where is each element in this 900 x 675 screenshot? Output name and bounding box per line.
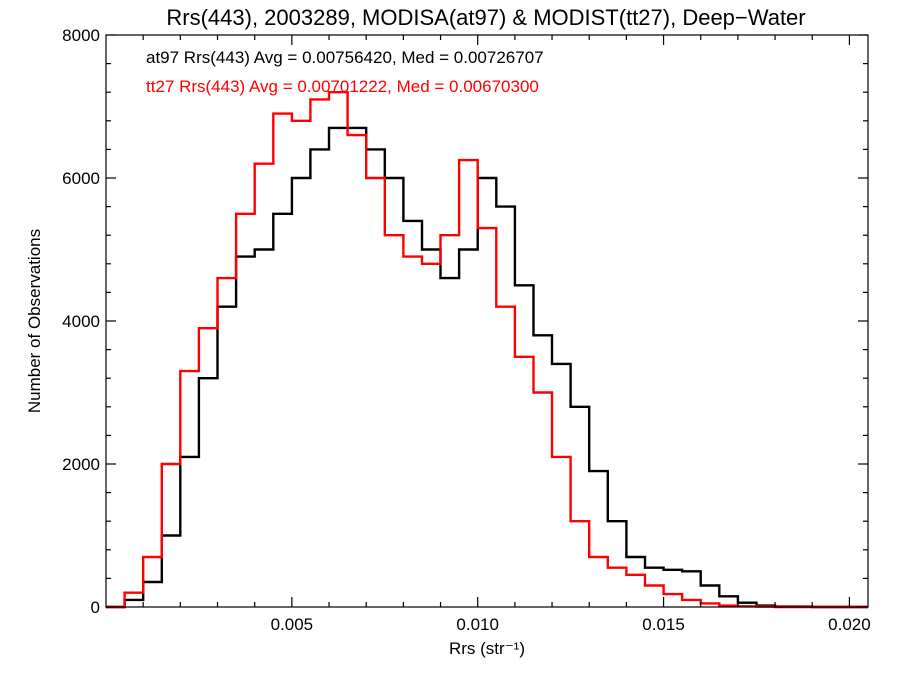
series-layer bbox=[106, 91, 868, 609]
plot-frame bbox=[105, 34, 869, 608]
x-axis-label: Rrs (str⁻¹) bbox=[449, 639, 525, 658]
y-axis-label: Number of Observations bbox=[25, 229, 44, 413]
y-tick-label: 8000 bbox=[62, 26, 100, 45]
x-tick-label: 0.015 bbox=[642, 615, 685, 634]
y-tick-label: 2000 bbox=[62, 455, 100, 474]
ticks-layer: 0.005 0.010 0.015 0.020 0 2000 4000 6000 8000 bbox=[62, 26, 871, 634]
y-tick-label: 4000 bbox=[62, 312, 100, 331]
x-tick-label: 0.010 bbox=[456, 615, 499, 634]
x-tick-label: 0.005 bbox=[271, 615, 314, 634]
x-tick-label: 0.020 bbox=[828, 615, 871, 634]
legend-tt27-stats: tt27 Rrs(443) Avg = 0.00701222, Med = 0.… bbox=[146, 77, 539, 96]
series-line-0 bbox=[106, 126, 868, 609]
series-line-1 bbox=[106, 91, 868, 609]
chart-title: Rrs(443), 2003289, MODISA(at97) & MODIST… bbox=[166, 5, 805, 30]
y-tick-label: 0 bbox=[91, 598, 100, 617]
y-tick-label: 6000 bbox=[62, 169, 100, 188]
legend-at97-stats: at97 Rrs(443) Avg = 0.00756420, Med = 0.… bbox=[146, 48, 544, 67]
